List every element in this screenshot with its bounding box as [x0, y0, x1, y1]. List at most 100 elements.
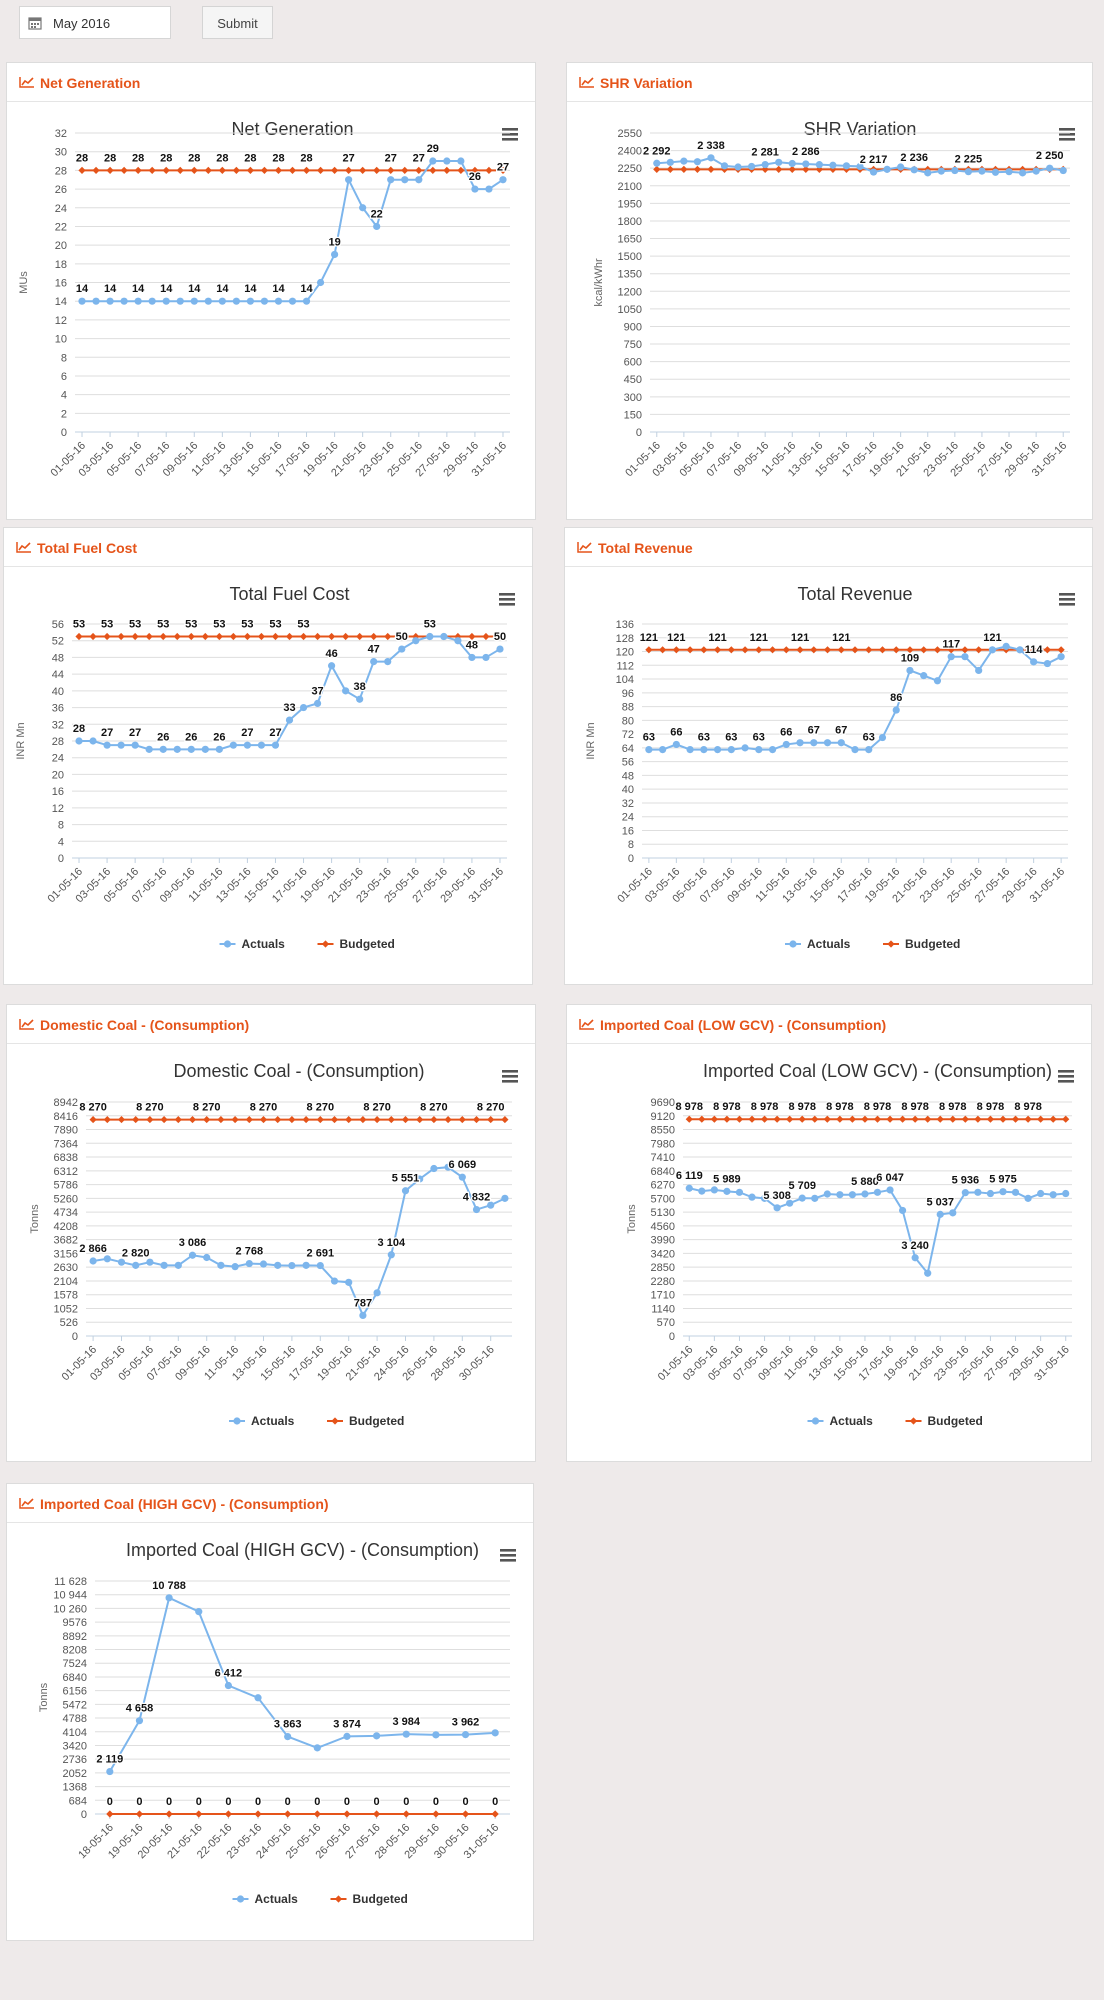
point-budgeted[interactable] — [257, 632, 266, 641]
point-budgeted[interactable] — [373, 1810, 381, 1818]
point-actuals[interactable] — [975, 666, 983, 675]
point-actuals[interactable] — [666, 158, 674, 166]
point-actuals[interactable] — [720, 162, 729, 170]
point-actuals[interactable] — [947, 653, 955, 661]
point-actuals[interactable] — [165, 1594, 173, 1602]
point-budgeted[interactable] — [302, 1115, 310, 1124]
chart-menu-icon[interactable] — [502, 128, 518, 141]
point-budgeted[interactable] — [485, 166, 493, 174]
point-budgeted[interactable] — [217, 1115, 225, 1124]
point-budgeted[interactable] — [398, 632, 406, 641]
point-budgeted[interactable] — [204, 166, 212, 174]
point-budgeted[interactable] — [416, 1115, 424, 1124]
point-actuals[interactable] — [978, 167, 986, 175]
point-budgeted[interactable] — [686, 646, 694, 654]
point-actuals[interactable] — [232, 297, 240, 305]
point-budgeted[interactable] — [387, 166, 395, 174]
point-actuals[interactable] — [653, 159, 661, 167]
point-budgeted[interactable] — [343, 1810, 351, 1818]
point-actuals[interactable] — [1016, 646, 1024, 654]
point-actuals[interactable] — [1002, 642, 1010, 650]
point-actuals[interactable] — [815, 161, 823, 169]
point-budgeted[interactable] — [232, 166, 240, 174]
point-actuals[interactable] — [760, 1194, 769, 1202]
point-actuals[interactable] — [162, 297, 170, 305]
legend-item-budgeted[interactable]: Budgeted — [883, 937, 960, 951]
point-actuals[interactable] — [461, 1731, 470, 1739]
point-budgeted[interactable] — [117, 632, 125, 641]
point-budgeted[interactable] — [148, 166, 156, 174]
point-budgeted[interactable] — [680, 165, 688, 173]
point-actuals[interactable] — [974, 1188, 982, 1196]
point-actuals[interactable] — [187, 745, 195, 753]
point-actuals[interactable] — [1046, 164, 1054, 172]
point-actuals[interactable] — [398, 645, 406, 653]
point-actuals[interactable] — [1057, 653, 1065, 661]
point-budgeted[interactable] — [974, 1115, 982, 1123]
point-actuals[interactable] — [796, 739, 804, 747]
point-budgeted[interactable] — [120, 166, 128, 174]
point-budgeted[interactable] — [700, 646, 708, 654]
point-actuals[interactable] — [906, 666, 914, 675]
point-actuals[interactable] — [302, 297, 311, 305]
legend-item-actuals[interactable]: Actuals — [232, 1892, 299, 1906]
point-actuals[interactable] — [345, 1278, 353, 1286]
point-actuals[interactable] — [1024, 1194, 1032, 1202]
point-actuals[interactable] — [991, 168, 1000, 176]
point-actuals[interactable] — [501, 1194, 509, 1202]
chart-menu-icon[interactable] — [499, 593, 515, 606]
point-actuals[interactable] — [782, 740, 790, 749]
point-actuals[interactable] — [798, 1194, 806, 1202]
point-actuals[interactable] — [686, 746, 694, 754]
point-actuals[interactable] — [472, 1205, 481, 1214]
point-budgeted[interactable] — [829, 165, 837, 173]
point-actuals[interactable] — [190, 297, 198, 305]
point-budgeted[interactable] — [224, 1810, 232, 1818]
point-actuals[interactable] — [343, 1732, 351, 1740]
point-actuals[interactable] — [861, 1190, 869, 1198]
point-budgeted[interactable] — [836, 1115, 844, 1123]
point-budgeted[interactable] — [810, 646, 818, 654]
point-actuals[interactable] — [302, 1261, 310, 1269]
point-budgeted[interactable] — [499, 166, 507, 174]
point-actuals[interactable] — [148, 297, 156, 305]
point-actuals[interactable] — [89, 737, 97, 745]
point-budgeted[interactable] — [898, 1115, 907, 1123]
point-actuals[interactable] — [961, 653, 969, 661]
point-budgeted[interactable] — [159, 632, 167, 641]
point-budgeted[interactable] — [373, 166, 381, 174]
point-budgeted[interactable] — [201, 632, 209, 641]
point-actuals[interactable] — [924, 169, 932, 177]
point-actuals[interactable] — [78, 297, 86, 305]
point-actuals[interactable] — [106, 1767, 114, 1776]
point-actuals[interactable] — [659, 746, 667, 754]
point-actuals[interactable] — [713, 746, 722, 754]
point-budgeted[interactable] — [924, 1115, 932, 1123]
point-budgeted[interactable] — [135, 1810, 144, 1818]
point-budgeted[interactable] — [911, 1115, 919, 1123]
point-actuals[interactable] — [457, 157, 465, 165]
point-budgeted[interactable] — [246, 166, 255, 174]
point-actuals[interactable] — [373, 1289, 381, 1297]
point-budgeted[interactable] — [906, 646, 914, 654]
chart-menu-icon[interactable] — [500, 1549, 516, 1562]
point-budgeted[interactable] — [645, 646, 653, 654]
point-actuals[interactable] — [768, 746, 777, 754]
point-actuals[interactable] — [274, 1261, 282, 1269]
point-budgeted[interactable] — [384, 632, 392, 641]
point-budgeted[interactable] — [461, 1810, 470, 1818]
point-actuals[interactable] — [892, 706, 900, 714]
point-budgeted[interactable] — [203, 1115, 211, 1124]
point-actuals[interactable] — [218, 297, 226, 305]
point-actuals[interactable] — [786, 1199, 794, 1207]
point-actuals[interactable] — [146, 1258, 154, 1266]
point-actuals[interactable] — [1011, 1188, 1020, 1196]
point-actuals[interactable] — [1059, 166, 1067, 175]
chart-menu-icon[interactable] — [502, 1070, 518, 1083]
point-actuals[interactable] — [856, 162, 864, 171]
point-actuals[interactable] — [443, 157, 451, 165]
point-budgeted[interactable] — [187, 632, 195, 641]
point-budgeted[interactable] — [999, 1115, 1007, 1123]
point-actuals[interactable] — [224, 1681, 232, 1690]
point-actuals[interactable] — [402, 1730, 410, 1738]
